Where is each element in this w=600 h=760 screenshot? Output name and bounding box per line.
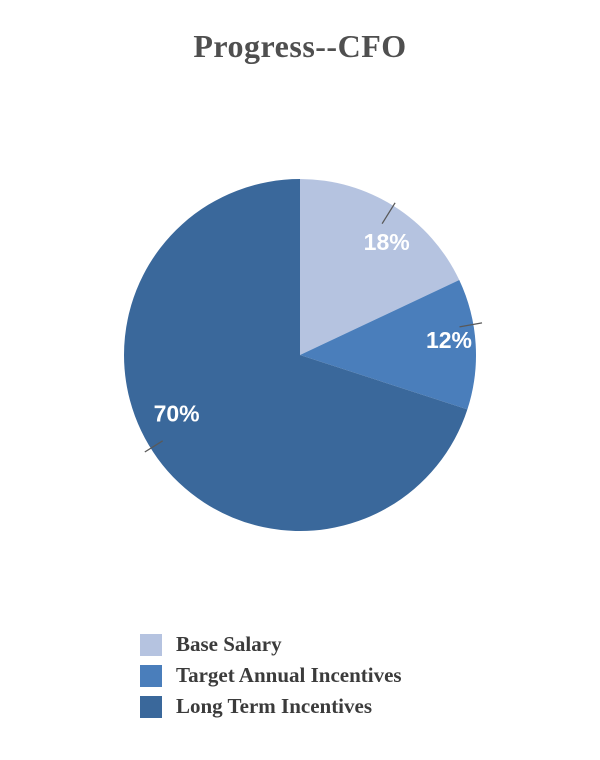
chart-title: Progress--CFO — [193, 28, 407, 64]
legend-swatch-base-salary — [140, 633, 162, 656]
leader-line-0 — [381, 202, 396, 225]
legend-item-target-annual-incentives: Target Annual Incentives — [140, 663, 402, 688]
slice-value-label-0: 18% — [364, 229, 410, 255]
slice-value-label-2: 70% — [154, 400, 200, 426]
pie-slice-1 — [300, 280, 477, 410]
pie-slice-0 — [300, 179, 460, 355]
legend-swatch-long-term-incentives — [140, 695, 162, 718]
chart-legend: Base Salary Target Annual Incentives Lon… — [140, 632, 402, 719]
pie-slice-2 — [124, 179, 468, 531]
legend-swatch-target-annual-incentives — [140, 664, 162, 687]
slice-value-label-1: 12% — [426, 327, 472, 353]
legend-item-base-salary: Base Salary — [140, 632, 402, 657]
legend-label-long-term-incentives: Long Term Incentives — [176, 694, 373, 718]
leader-line-1 — [459, 322, 483, 328]
legend-item-long-term-incentives: Long Term Incentives — [140, 694, 402, 719]
legend-label-target-annual-incentives: Target Annual Incentives — [176, 663, 402, 687]
leader-line-2 — [144, 440, 164, 453]
legend-label-base-salary: Base Salary — [176, 632, 282, 656]
